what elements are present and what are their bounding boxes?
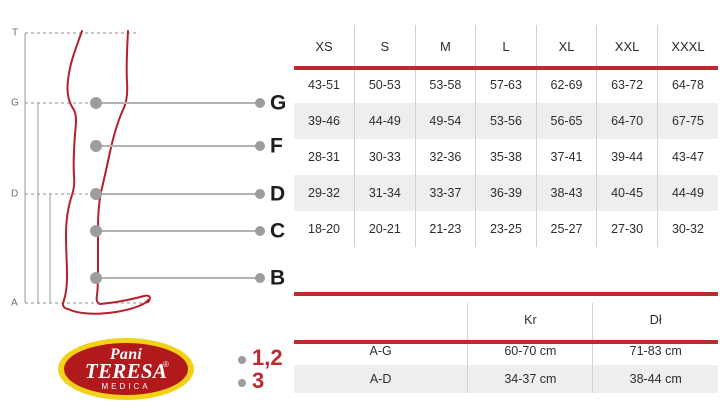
cell-d-xs: 28-31 xyxy=(308,150,341,164)
size-table-body: 43-51 50-53 53-58 57-63 62-69 63-72 64-7… xyxy=(294,67,718,247)
size-table-top-rule xyxy=(294,66,718,70)
measurement-dots-label xyxy=(255,98,265,283)
cell-g-l: 57-63 xyxy=(475,67,537,103)
axis-marker-d: D xyxy=(11,188,19,200)
size-table-bottom-rule xyxy=(294,292,718,296)
size-column-header-m: M xyxy=(414,25,476,67)
logo-text-pani: Pani xyxy=(109,346,143,363)
cell-f-xxl: 64-70 xyxy=(596,103,658,139)
cell-d-xxl: 39-44 xyxy=(596,139,658,175)
table-row: 29-32 31-34 33-37 36-39 38-43 40-45 44-4… xyxy=(294,175,718,211)
cell-d-xxxl: 43-47 xyxy=(656,139,718,175)
compression-class-1-2: 1,2 xyxy=(252,345,283,370)
logo-text-medica: MEDICA xyxy=(101,382,151,391)
tables-panel: XS S M L XL XXL XXXL 43-51 50-53 53-58 5… xyxy=(292,0,720,419)
cell-b-l: 23-25 xyxy=(475,211,537,247)
length-column-header-blank xyxy=(294,303,468,337)
table-row: 43-51 50-53 53-58 57-63 62-69 63-72 64-7… xyxy=(294,67,718,103)
compression-class-legend: 1,2 3 xyxy=(238,345,294,394)
size-column-header-s: S xyxy=(354,25,416,67)
leader-lines xyxy=(96,102,258,279)
length-table-header-row: Kr Dł xyxy=(294,303,718,337)
cell-f-s: 44-49 xyxy=(354,103,416,139)
size-table: XS S M L XL XXL XXXL 43-51 50-53 53-58 5… xyxy=(294,25,718,247)
cell-g-xxxl: 64-78 xyxy=(656,67,718,103)
cell-c-xs: 29-32 xyxy=(294,175,355,211)
cell-g-s: 50-53 xyxy=(354,67,416,103)
cell-g-xl: 62-69 xyxy=(535,67,597,103)
cell-d-l: 35-38 xyxy=(475,139,537,175)
size-column-header-xxl: XXL xyxy=(596,25,658,67)
cell-c-xxl: 40-45 xyxy=(596,175,658,211)
size-column-header-xxxl: XXXL xyxy=(656,25,718,67)
cell-d-s: 30-33 xyxy=(354,139,416,175)
length-table-top-rule xyxy=(294,340,718,344)
axis-marker-t: T xyxy=(12,27,19,39)
cell-f-xxxl: 67-75 xyxy=(656,103,718,139)
cell-g-xxl: 63-72 xyxy=(596,67,658,103)
length-row-label-ad: A-D xyxy=(294,365,468,393)
table-row: 28-31 30-33 32-36 35-38 37-41 39-44 43-4… xyxy=(294,139,718,175)
cell-b-xl: 25-27 xyxy=(535,211,597,247)
leg-outline xyxy=(62,30,151,315)
size-column-header-l: L xyxy=(475,25,537,67)
measure-point-label-d: D xyxy=(270,182,286,206)
size-table-head: XS S M L XL XXL XXXL xyxy=(294,25,718,67)
measurement-bars xyxy=(24,33,51,303)
table-row: 39-46 44-49 49-54 53-56 56-65 64-70 67-7… xyxy=(294,103,718,139)
cell-b-s: 20-21 xyxy=(354,211,416,247)
length-table: Kr Dł A-G 60-70 cm 71-83 cm A-D 34-37 cm… xyxy=(294,303,718,393)
leg-diagram-panel: T G D A G F D C B Pani TERESA ® MEDICA 1… xyxy=(0,0,292,419)
cell-f-xl: 56-65 xyxy=(535,103,597,139)
logo-oval-fill xyxy=(64,343,188,395)
length-column-header-kr: Kr xyxy=(467,303,593,337)
class-dot-icon xyxy=(238,379,246,387)
cell-b-xxl: 27-30 xyxy=(596,211,658,247)
axis-marker-a: A xyxy=(11,297,19,309)
length-table-body: A-G 60-70 cm 71-83 cm A-D 34-37 cm 38-44… xyxy=(294,337,718,393)
table-row: A-D 34-37 cm 38-44 cm xyxy=(294,365,718,393)
reference-dashed-lines xyxy=(25,32,150,304)
cell-c-l: 36-39 xyxy=(475,175,537,211)
cell-c-s: 31-34 xyxy=(354,175,416,211)
size-column-header-xl: XL xyxy=(535,25,597,67)
cell-c-m: 33-37 xyxy=(414,175,476,211)
table-row: 18-20 20-21 21-23 23-25 25-27 27-30 30-3… xyxy=(294,211,718,247)
compression-class-row: 1,2 xyxy=(238,345,294,371)
measure-point-label-g: G xyxy=(270,91,287,115)
compression-class-row: 3 xyxy=(238,368,294,394)
measure-point-label-f: F xyxy=(270,134,283,158)
measurement-dots-leg xyxy=(90,97,102,284)
measure-point-label-b: B xyxy=(270,266,286,290)
size-table-header-row: XS S M L XL XXL XXXL xyxy=(294,25,718,67)
cell-ad-kr: 34-37 cm xyxy=(467,365,593,393)
cell-f-xs: 39-46 xyxy=(294,103,355,139)
cell-c-xl: 38-43 xyxy=(535,175,597,211)
cell-d-m: 32-36 xyxy=(414,139,476,175)
brand-logo: Pani TERESA ® MEDICA xyxy=(58,338,194,400)
cell-g-m: 53-58 xyxy=(414,67,476,103)
cell-ad-dl: 38-44 cm xyxy=(592,365,718,393)
axis-marker-g: G xyxy=(11,97,20,109)
compression-class-3: 3 xyxy=(252,368,265,393)
length-row-label-ag: A-G xyxy=(369,344,392,358)
cell-d-xl: 37-41 xyxy=(535,139,597,175)
logo-text-teresa: TERESA xyxy=(84,359,168,383)
cell-g-xs: 43-51 xyxy=(308,78,341,92)
measure-point-label-c: C xyxy=(270,219,286,243)
cell-f-l: 53-56 xyxy=(475,103,537,139)
class-dot-icon xyxy=(238,356,246,364)
cell-c-xxxl: 44-49 xyxy=(656,175,718,211)
cell-b-m: 21-23 xyxy=(414,211,476,247)
cell-b-xs: 18-20 xyxy=(308,222,341,236)
cell-f-m: 49-54 xyxy=(414,103,476,139)
leg-diagram-svg xyxy=(24,30,265,315)
size-column-header-xs: XS xyxy=(315,38,333,54)
logo-registered-mark: ® xyxy=(163,360,169,369)
length-table-head: Kr Dł xyxy=(294,303,718,337)
cell-b-xxxl: 30-32 xyxy=(656,211,718,247)
length-column-header-dlugie: Dł xyxy=(592,303,718,337)
